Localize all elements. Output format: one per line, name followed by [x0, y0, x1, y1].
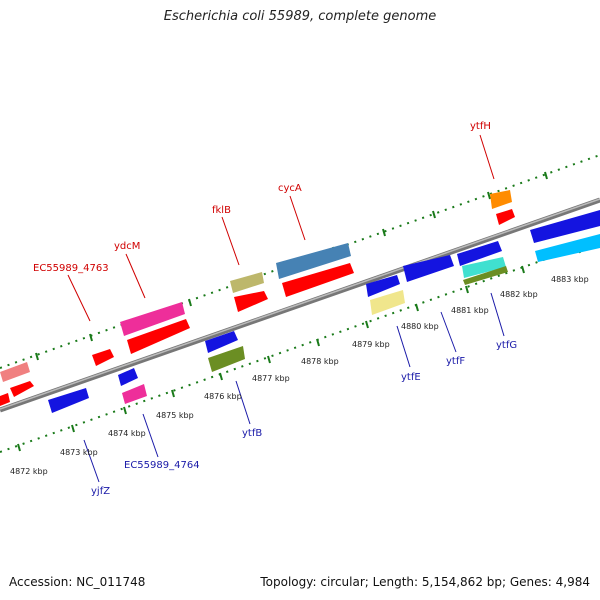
gene-label: yjfZ: [91, 486, 110, 497]
gene-feature: [490, 190, 512, 209]
gene-feature: [208, 346, 245, 372]
gene-label: ytfG: [496, 340, 517, 351]
scale-label: 4873 kbp: [60, 448, 98, 457]
gene-feature: [10, 381, 34, 397]
bottom-gene-labels: yjfZ EC55989_4764 ytfB ytfE ytfF ytfG: [91, 340, 517, 497]
gene-label: fklB: [212, 205, 231, 216]
gene-label: ydcM: [114, 241, 140, 252]
gene-feature: [282, 263, 354, 297]
gene-feature: [535, 234, 600, 262]
gene-feature: [122, 384, 147, 404]
gene-feature: [48, 388, 89, 413]
reverse-genes: [48, 210, 600, 413]
scale-label: 4878 kbp: [301, 357, 339, 366]
gene-feature: [366, 275, 400, 297]
gene-feature: [276, 243, 351, 279]
scale-label: 4872 kbp: [10, 467, 48, 476]
gene-feature: [92, 349, 114, 366]
gene-label: cycA: [278, 183, 302, 194]
gene-feature: [462, 257, 506, 278]
gene-label: ytfH: [470, 121, 491, 132]
gene-feature: [118, 368, 138, 386]
gene-label: ytfE: [401, 372, 421, 383]
gene-feature: [127, 319, 190, 354]
scale-label: 4883 kbp: [551, 275, 589, 284]
gene-feature: [530, 210, 600, 243]
gene-feature: [205, 331, 238, 353]
scale-label: 4874 kbp: [108, 429, 146, 438]
gene-feature: [457, 241, 502, 266]
top-label-leaders: [67, 134, 495, 322]
forward-genes: [0, 190, 515, 406]
gene-label: EC55989_4764: [124, 460, 200, 471]
gene-label: EC55989_4763: [33, 263, 109, 274]
bottom-label-leaders: [83, 292, 505, 483]
gene-feature: [120, 302, 185, 336]
scale-label: 4882 kbp: [500, 290, 538, 299]
gene-label: ytfB: [242, 428, 262, 439]
accession-text: Accession: NC_011748: [9, 575, 146, 589]
gene-feature: [496, 209, 515, 225]
gene-feature: [234, 291, 268, 312]
scale-label: 4877 kbp: [252, 374, 290, 383]
top-gene-labels: EC55989_4763 ydcM fklB cycA ytfH: [33, 121, 491, 274]
gene-feature: [0, 393, 10, 406]
scale-labels: 4872 kbp 4873 kbp 4874 kbp 4875 kbp 4876…: [10, 275, 589, 476]
genome-summary-text: Topology: circular; Length: 5,154,862 bp…: [260, 575, 590, 589]
scale-label: 4880 kbp: [401, 322, 439, 331]
gene-feature: [463, 266, 508, 285]
scale-label: 4875 kbp: [156, 411, 194, 420]
genome-backbone: [0, 197, 600, 413]
map-title: Escherichia coli 55989, complete genome: [163, 9, 437, 24]
scale-label: 4879 kbp: [352, 340, 390, 349]
gene-feature: [403, 255, 454, 282]
gene-label: ytfF: [446, 356, 465, 367]
scale-label: 4876 kbp: [204, 392, 242, 401]
gene-feature: [0, 362, 30, 382]
scale-label: 4881 kbp: [451, 306, 489, 315]
gene-feature: [230, 272, 264, 293]
gene-feature: [370, 290, 405, 315]
